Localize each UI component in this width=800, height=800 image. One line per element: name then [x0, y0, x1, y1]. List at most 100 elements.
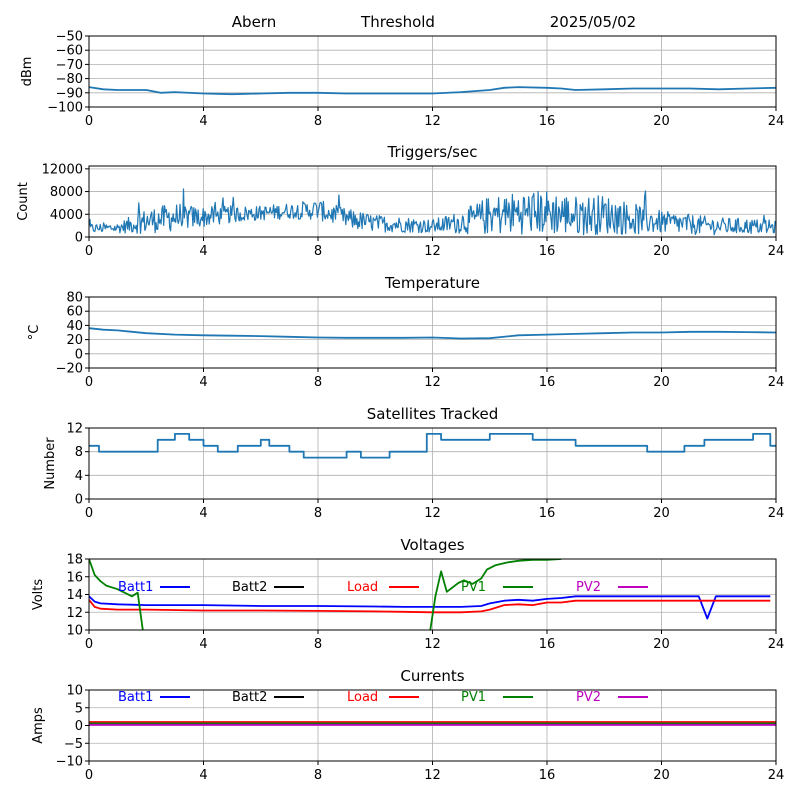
y-tick-label: 80 — [66, 291, 83, 306]
chart-panel-1: 0 4 8 12 16 20 24 0 4000 8000 12000 Triggers/sec Cou… — [16, 143, 784, 259]
x-tick-label: 20 — [653, 506, 670, 521]
x-tick-label: 12 — [424, 506, 441, 521]
x-tick-label: 12 — [424, 244, 441, 259]
x-tick-label: 0 — [85, 768, 93, 783]
legend-label-pv1: PV1 — [461, 690, 486, 705]
y-tick-label: 16 — [66, 570, 83, 585]
x-tick-label: 8 — [314, 637, 322, 652]
y-tick-label: 0 — [75, 231, 83, 246]
x-tick-label: 20 — [653, 375, 670, 390]
series-group — [89, 721, 776, 726]
x-tick-label: 24 — [768, 506, 785, 521]
y-tick-label: −100 — [47, 101, 83, 116]
y-tick-label: 40 — [66, 319, 83, 334]
x-tick-label: 16 — [539, 114, 556, 129]
x-tick-label: 8 — [314, 244, 322, 259]
x-tick-label: 16 — [539, 244, 556, 259]
y-tick-label: 5 — [75, 701, 83, 716]
series-group — [89, 188, 776, 236]
y-tick-label: 20 — [66, 333, 83, 348]
x-tick-label: 0 — [85, 375, 93, 390]
y-tick-label: 8000 — [50, 185, 83, 200]
x-tick-label: 8 — [314, 768, 322, 783]
y-tick-label: 0 — [75, 493, 83, 508]
x-tick-label: 24 — [768, 637, 785, 652]
x-tick-label: 0 — [85, 506, 93, 521]
series-line-pv1 — [89, 559, 562, 630]
x-tick-label: 24 — [768, 375, 785, 390]
y-tick-label: −5 — [64, 737, 83, 752]
x-tick-label: 12 — [424, 637, 441, 652]
x-tick-label: 12 — [424, 375, 441, 390]
legend-label-batt1: Batt1 — [118, 690, 153, 705]
chart-title: Temperature — [384, 274, 480, 292]
x-tick-label: 16 — [539, 375, 556, 390]
y-tick-label: −60 — [56, 44, 83, 59]
y-tick-label: 4000 — [50, 208, 83, 223]
series-group — [89, 433, 776, 459]
y-tick-label: −20 — [56, 362, 83, 377]
y-tick-label: 4 — [75, 469, 83, 484]
y-tick-label: 10 — [66, 684, 83, 699]
legend-label-batt2: Batt2 — [232, 690, 267, 705]
x-tick-label: 24 — [768, 244, 785, 259]
chart-title: Voltages — [400, 536, 464, 554]
y-axis-label: Amps — [31, 707, 46, 744]
series-group — [89, 327, 776, 340]
chart-title: Triggers/sec — [387, 143, 478, 161]
y-tick-label: 0 — [75, 347, 83, 362]
x-tick-label: 4 — [199, 768, 207, 783]
x-tick-label: 16 — [539, 637, 556, 652]
y-tick-label: 12000 — [42, 162, 83, 177]
y-tick-label: 8 — [75, 445, 83, 460]
legend-label-pv1: PV1 — [461, 580, 486, 595]
y-tick-label: 10 — [66, 624, 83, 639]
header-date: 2025/05/02 — [550, 13, 636, 31]
legend-label-batt1: Batt1 — [118, 580, 153, 595]
chart-panel-4: 0 4 8 12 16 20 24 10 12 14 16 18 Voltages Volts Batt1 B… — [31, 536, 784, 652]
y-axis-label: Count — [16, 182, 31, 221]
x-tick-label: 4 — [199, 114, 207, 129]
series-line-0 — [89, 86, 776, 96]
legend-label-pv2: PV2 — [576, 580, 601, 595]
chart-panel-3: 0 4 8 12 16 20 24 0 4 8 12 Satellites Tracked Number — [43, 405, 784, 521]
y-tick-label: −90 — [56, 86, 83, 101]
chart-panel-5: 0 4 8 12 16 20 24 −10 −5 0 5 10 Currents Amps Batt1 Bat… — [31, 667, 784, 783]
x-tick-label: 0 — [85, 244, 93, 259]
x-tick-label: 20 — [653, 244, 670, 259]
x-tick-label: 24 — [768, 768, 785, 783]
y-tick-label: 0 — [75, 719, 83, 734]
legend-label-batt2: Batt2 — [232, 580, 267, 595]
x-tick-label: 20 — [653, 768, 670, 783]
chart-title: Satellites Tracked — [367, 405, 498, 423]
x-tick-label: 20 — [653, 114, 670, 129]
x-tick-label: 0 — [85, 637, 93, 652]
chart-title: Currents — [400, 667, 464, 685]
y-tick-label: 12 — [66, 422, 83, 437]
y-tick-label: 18 — [66, 553, 83, 568]
legend-label-load: Load — [347, 690, 378, 705]
x-tick-label: 12 — [424, 768, 441, 783]
x-tick-label: 0 — [85, 114, 93, 129]
series-line-load — [89, 599, 771, 614]
y-tick-label: −80 — [56, 72, 83, 87]
y-tick-label: −70 — [56, 58, 83, 73]
y-axis-label: Number — [43, 437, 58, 490]
x-tick-label: 4 — [199, 375, 207, 390]
x-tick-label: 8 — [314, 506, 322, 521]
header-station: Abern — [232, 13, 276, 31]
y-axis-label: dBm — [20, 57, 35, 87]
x-tick-label: 4 — [199, 637, 207, 652]
x-tick-label: 16 — [539, 768, 556, 783]
series-group — [89, 559, 771, 630]
series-line-0 — [89, 327, 776, 340]
x-tick-label: 4 — [199, 244, 207, 259]
x-tick-label: 12 — [424, 114, 441, 129]
chart-panel-0: 0 4 8 12 16 20 24 −100−90−80−70−60−50 dBm — [20, 30, 784, 130]
legend-label-pv2: PV2 — [576, 690, 601, 705]
y-tick-label: 60 — [66, 305, 83, 320]
y-tick-label: −10 — [56, 755, 83, 770]
x-tick-label: 16 — [539, 506, 556, 521]
